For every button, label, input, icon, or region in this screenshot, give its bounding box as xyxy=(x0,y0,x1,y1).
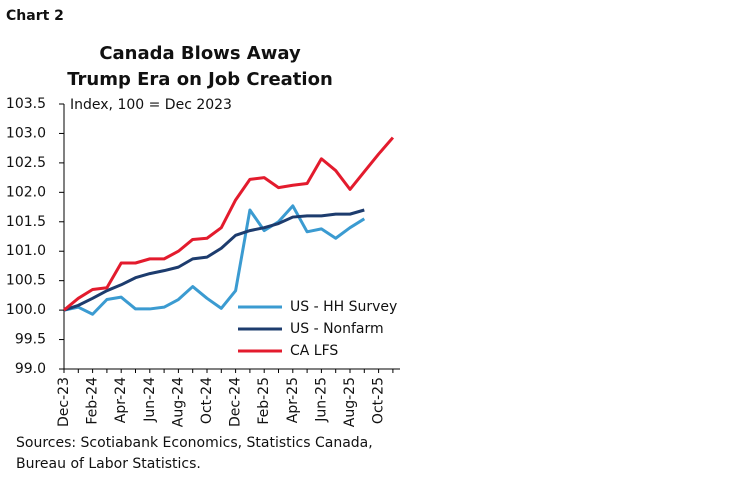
y-tick-label: 102.0 xyxy=(6,184,46,200)
source: Sources: Scotiabank Economics, Statistic… xyxy=(16,435,373,451)
x-tick-label: Apr-25 xyxy=(285,377,301,423)
x-tick-label: Jun-25 xyxy=(313,377,329,423)
series-line xyxy=(63,208,365,312)
series-line xyxy=(63,204,366,316)
x-tick-label: Oct-25 xyxy=(371,377,387,424)
x-tick-label: Dec-24 xyxy=(228,377,244,427)
x-tick-label: Dec-23 xyxy=(56,377,72,427)
y-tick-label: 102.5 xyxy=(6,155,46,171)
y-tick-label: 103.0 xyxy=(6,125,46,141)
legend-label: CA LFS xyxy=(290,343,338,359)
y-tick-label: 99.0 xyxy=(15,361,46,377)
series-line xyxy=(63,136,395,312)
y-tick-label: 101.0 xyxy=(6,243,46,259)
x-tick-label: Feb-24 xyxy=(85,377,101,425)
x-tick-label: Apr-24 xyxy=(113,377,129,423)
x-tick-label: Aug-24 xyxy=(170,377,186,427)
x-tick-label: Jun-24 xyxy=(142,377,158,423)
y-tick-label: 101.5 xyxy=(6,214,46,230)
legend-label: US - Nonfarm xyxy=(290,321,384,337)
y-tick-label: 103.5 xyxy=(6,96,46,112)
x-tick-label: Oct-24 xyxy=(199,377,215,424)
chart-label: Chart 2 xyxy=(6,8,64,24)
chart-title: Canada Blows Away xyxy=(99,43,301,64)
source: Bureau of Labor Statistics. xyxy=(16,456,201,472)
legend-label: US - HH Survey xyxy=(290,299,397,315)
x-tick-label: Aug-25 xyxy=(342,377,358,427)
y-tick-label: 99.5 xyxy=(15,332,46,348)
chart-title: Trump Era on Job Creation xyxy=(67,69,333,90)
x-tick-label: Feb-25 xyxy=(256,377,272,425)
y-tick-label: 100.0 xyxy=(6,302,46,318)
y-axis-label: Index, 100 = Dec 2023 xyxy=(70,97,232,113)
y-tick-label: 100.5 xyxy=(6,273,46,289)
